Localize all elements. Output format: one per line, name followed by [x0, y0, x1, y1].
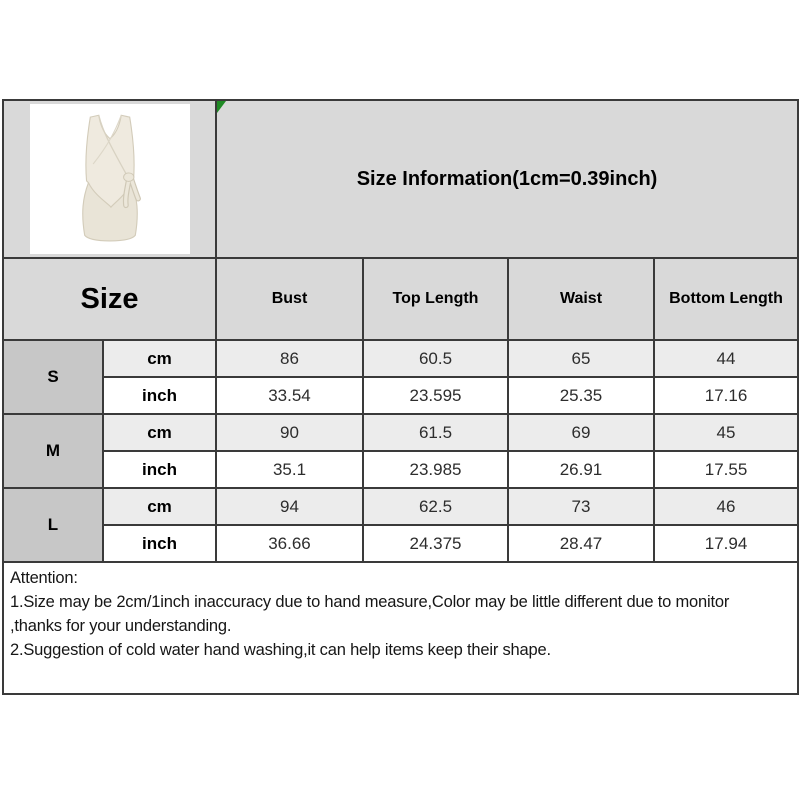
col-header-waist: Waist	[507, 257, 655, 341]
unit-cell-cm: cm	[102, 487, 217, 526]
value-cell: 23.985	[362, 450, 509, 489]
value-cell: 73	[507, 487, 655, 526]
attention-note: Attention: 1.Size may be 2cm/1inch inacc…	[1, 561, 800, 695]
top-row: Size Information(1cm=0.39inch)	[2, 99, 800, 259]
value-cell: 44	[652, 339, 800, 378]
unit-cell-inch: inch	[102, 376, 217, 415]
green-corner-marker-icon	[218, 102, 226, 113]
column-header-row: Size Bust Top Length Waist Bottom Length	[2, 257, 800, 341]
value-cell: 62.5	[362, 487, 509, 526]
value-cell: 46	[652, 487, 800, 526]
value-cell: 45	[652, 413, 800, 452]
size-info-header-cell: Size Information(1cm=0.39inch)	[214, 99, 800, 259]
row-m-inch: inch 35.1 23.985 26.91 17.55	[3, 450, 800, 489]
unit-cell-cm: cm	[102, 339, 217, 378]
attention-row: Attention: 1.Size may be 2cm/1inch inacc…	[1, 561, 800, 695]
value-cell: 65	[507, 339, 655, 378]
row-l-cm: L cm 94 62.5 73 46	[2, 487, 800, 563]
size-column-header: Size	[2, 257, 217, 341]
col-header-top-length: Top Length	[362, 257, 509, 341]
value-cell: 17.94	[652, 524, 800, 563]
attention-line: 1.Size may be 2cm/1inch inaccuracy due t…	[10, 593, 730, 611]
value-cell: 94	[215, 487, 364, 526]
row-l-inch: inch 36.66 24.375 28.47 17.94	[3, 524, 800, 563]
size-label-s: S	[2, 339, 104, 415]
value-cell: 26.91	[507, 450, 655, 489]
value-cell: 60.5	[362, 339, 509, 378]
value-cell: 23.595	[362, 376, 509, 415]
col-header-bust: Bust	[215, 257, 364, 341]
row-s-inch: inch 33.54 23.595 25.35 17.16	[3, 376, 800, 415]
size-chart-table: Size Information(1cm=0.39inch) Size Bust…	[1, 99, 800, 695]
size-label-m: M	[2, 413, 104, 489]
unit-cell-cm: cm	[102, 413, 217, 452]
unit-cell-inch: inch	[102, 524, 217, 563]
attention-line: ,thanks for your understanding.	[10, 617, 232, 635]
value-cell: 17.55	[652, 450, 800, 489]
dress-illustration	[82, 114, 141, 242]
value-cell: 61.5	[362, 413, 509, 452]
value-cell: 25.35	[507, 376, 655, 415]
row-m-cm: M cm 90 61.5 69 45	[2, 413, 800, 489]
value-cell: 90	[215, 413, 364, 452]
col-header-bottom-length: Bottom Length	[652, 257, 800, 341]
row-s-cm: S cm 86 60.5 65 44	[2, 339, 800, 415]
size-chart: Size Information(1cm=0.39inch) Size Bust…	[1, 99, 800, 695]
value-cell: 86	[215, 339, 364, 378]
value-cell: 69	[507, 413, 655, 452]
unit-cell-inch: inch	[102, 450, 217, 489]
value-cell: 33.54	[215, 376, 364, 415]
value-cell: 17.16	[652, 376, 800, 415]
product-image-cell	[2, 99, 217, 259]
value-cell: 36.66	[215, 524, 364, 563]
value-cell: 35.1	[215, 450, 364, 489]
size-info-title: Size Information(1cm=0.39inch)	[356, 167, 658, 190]
product-photo	[30, 104, 190, 254]
size-label-l: L	[2, 487, 104, 563]
value-cell: 24.375	[362, 524, 509, 563]
attention-title: Attention:	[10, 569, 78, 587]
attention-line: 2.Suggestion of cold water hand washing,…	[10, 641, 551, 659]
value-cell: 28.47	[507, 524, 655, 563]
